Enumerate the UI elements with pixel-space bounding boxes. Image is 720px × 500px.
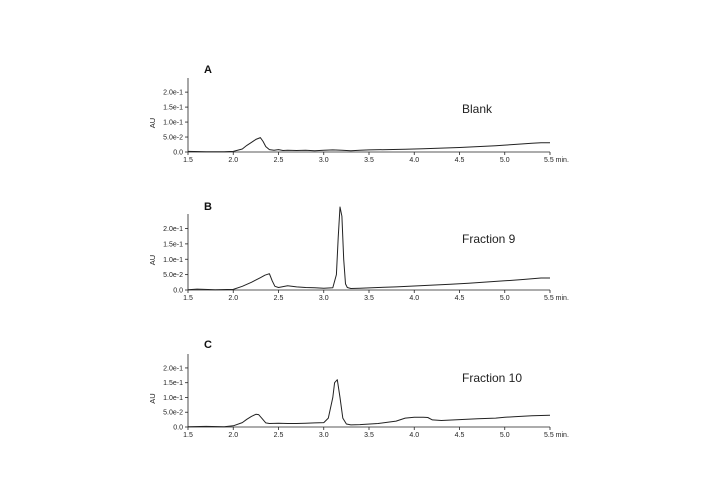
y-tick-label: 1.0e-1 [163, 395, 183, 402]
sample-annotation: Fraction 10 [462, 371, 522, 385]
x-tick-label: 5.5 min. [544, 432, 569, 439]
x-tick-label: 1.5 [183, 295, 193, 302]
x-tick-label: 5.0 [500, 157, 510, 164]
x-tick-label: 5.5 min. [544, 157, 569, 164]
x-tick-label: 4.0 [409, 432, 419, 439]
chromatogram-trace [187, 206, 550, 291]
x-tick-label: 5.0 [500, 432, 510, 439]
y-tick-label: 2.0e-1 [163, 365, 183, 372]
x-tick-label: 4.5 [455, 157, 465, 164]
x-tick-label: 3.0 [319, 295, 329, 302]
chromatogram-trace [187, 379, 551, 428]
x-tick-label: 2.5 [274, 157, 284, 164]
y-tick-label: 2.0e-1 [163, 90, 183, 97]
x-tick-label: 4.0 [409, 157, 419, 164]
y-tick-label: 1.5e-1 [163, 380, 183, 387]
x-tick-label: 2.0 [228, 295, 238, 302]
x-tick-label: 3.5 [364, 295, 374, 302]
x-tick-label: 2.0 [228, 157, 238, 164]
x-tick-label: 5.5 min. [544, 295, 569, 302]
x-tick-label: 5.0 [500, 295, 510, 302]
x-tick-label: 3.5 [364, 432, 374, 439]
x-tick-label: 1.5 [183, 432, 193, 439]
x-tick-label: 4.0 [409, 295, 419, 302]
panel-label: B [204, 201, 212, 213]
chart-panel-c: 1.5 2.0 2.5 3.0 3.5 4.0 4.5 5.0 5.5 min. 0.0 5.0e-… [148, 339, 569, 439]
chromatogram-trace [187, 137, 550, 153]
y-tick-label: 1.5e-1 [163, 241, 183, 248]
y-axis-label: AU [148, 393, 157, 403]
chart-panel-a: 1.5 2.0 2.5 3.0 3.5 4.0 4.5 5.0 5.5 min. 0.0 5.0e-… [148, 64, 569, 164]
y-tick-label: 0.0 [173, 150, 183, 157]
y-tick-label: 0.0 [173, 288, 183, 295]
y-tick-label: 5.0e-2 [163, 135, 183, 142]
sample-annotation: Fraction 9 [462, 232, 516, 246]
y-tick-label: 1.0e-1 [163, 120, 183, 127]
y-axis-label: AU [148, 255, 157, 265]
y-tick-label: 5.0e-2 [163, 410, 183, 417]
y-tick-label: 1.0e-1 [163, 257, 183, 264]
y-tick-label: 2.0e-1 [163, 226, 183, 233]
x-tick-label: 4.5 [455, 295, 465, 302]
panel-label: A [204, 64, 212, 76]
y-tick-label: 1.5e-1 [163, 105, 183, 112]
x-tick-label: 4.5 [455, 432, 465, 439]
panel-label: C [204, 339, 212, 351]
x-tick-label: 2.5 [274, 295, 284, 302]
x-tick-label: 3.5 [364, 157, 374, 164]
chart-panel-b: 1.5 2.0 2.5 3.0 3.5 4.0 4.5 5.0 5.5 min. 0.0 5.0e-… [148, 201, 569, 302]
sample-annotation: Blank [462, 102, 493, 116]
x-tick-label: 2.5 [274, 432, 284, 439]
y-tick-label: 5.0e-2 [163, 272, 183, 279]
x-tick-label: 3.0 [319, 157, 329, 164]
x-tick-label: 3.0 [319, 432, 329, 439]
x-tick-label: 2.0 [228, 432, 238, 439]
y-tick-label: 0.0 [173, 425, 183, 432]
x-tick-label: 1.5 [183, 157, 193, 164]
y-axis-label: AU [148, 118, 157, 128]
